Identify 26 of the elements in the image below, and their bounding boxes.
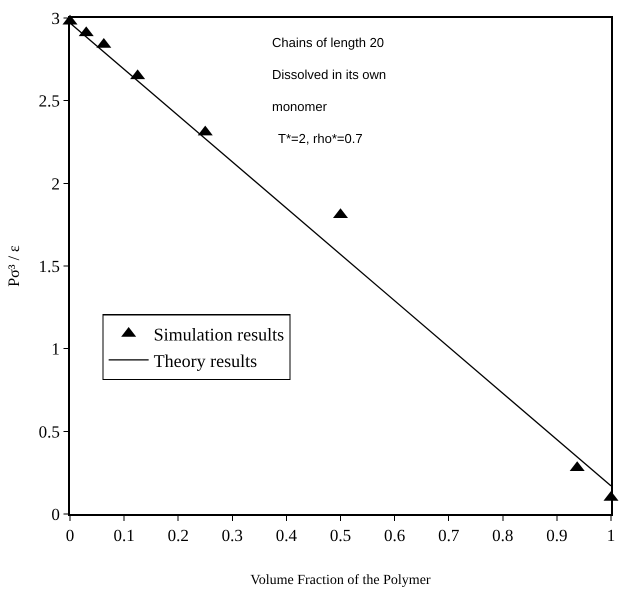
y-tick-label: 1: [51, 340, 60, 359]
x-tick-label: 0.9: [546, 526, 568, 546]
y-axis-title: Pσ³ / ε: [6, 244, 23, 287]
x-tick-label: 1: [606, 526, 616, 546]
y-tick-label: 3: [51, 8, 60, 28]
x-tick-label: 0.1: [113, 526, 135, 546]
x-tick-label: 0.2: [168, 526, 189, 546]
x-tick-label: 0.3: [222, 526, 243, 546]
x-tick-label: 0.7: [438, 526, 460, 546]
x-tick-label: 0.6: [384, 526, 406, 546]
y-tick-label: 0: [51, 504, 60, 524]
legend-label: Simulation results: [154, 324, 284, 344]
y-tick-label: 0.5: [38, 422, 60, 442]
x-tick-label: 0.5: [330, 526, 352, 546]
x-tick-label: 0.4: [276, 526, 298, 546]
annotation: Chains of length 20: [272, 35, 384, 50]
x-tick-label: 0: [66, 526, 74, 546]
y-tick-label: 2: [51, 174, 60, 194]
x-axis-title: Volume Fraction of the Polymer: [250, 572, 431, 588]
annotation: T*=2, rho*=0.7: [278, 131, 363, 146]
annotation: monomer: [272, 99, 328, 114]
annotation: Dissolved in its own: [272, 67, 386, 82]
y-tick-label: 2.5: [38, 92, 60, 111]
x-tick-label: 0.8: [492, 526, 514, 546]
y-tick-label: 1.5: [38, 256, 60, 276]
legend-label: Theory results: [154, 350, 258, 371]
